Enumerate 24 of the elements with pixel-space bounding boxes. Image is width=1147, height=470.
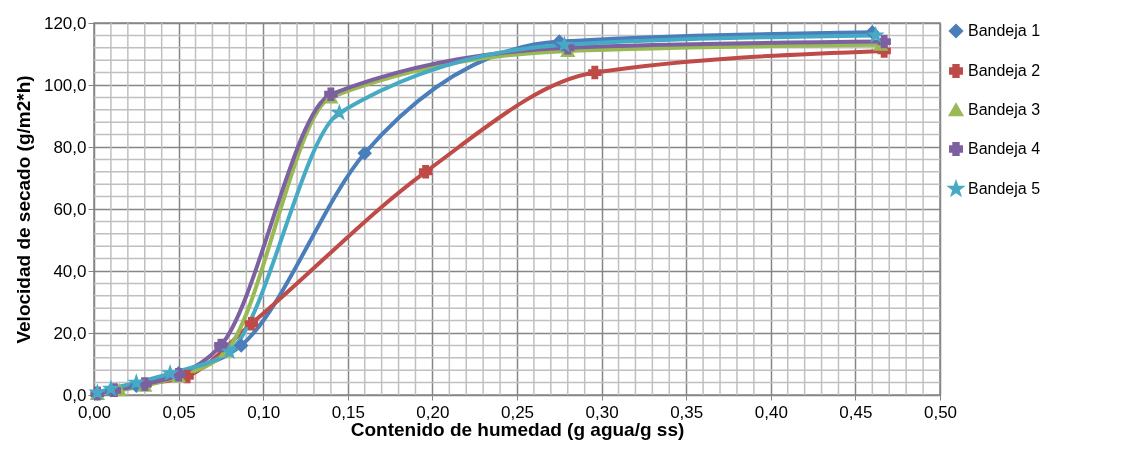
x-tick-label: 0,35 xyxy=(670,402,704,422)
y-axis-title: Velocidad de secado (g/m2*h) xyxy=(12,75,34,344)
x-tick-label: 0,00 xyxy=(77,402,112,422)
x-tick-label: 0,50 xyxy=(923,402,958,422)
y-tick-label: 20,0 xyxy=(53,323,87,343)
x-tick-label: 0,15 xyxy=(331,402,365,422)
x-tick-label: 0,10 xyxy=(247,402,281,422)
x-tick-label: 0,45 xyxy=(839,402,873,422)
legend-label: Bandeja 4 xyxy=(968,140,1041,157)
legend-label: Bandeja 3 xyxy=(968,101,1041,118)
legend-label: Bandeja 5 xyxy=(968,180,1041,197)
y-tick-label: 40,0 xyxy=(53,261,87,281)
y-tick-label: 120,0 xyxy=(43,13,87,33)
y-tick-label: 60,0 xyxy=(53,199,87,219)
y-tick-label: 0,0 xyxy=(62,385,87,405)
y-tick-label: 100,0 xyxy=(43,75,87,95)
y-tick-label: 80,0 xyxy=(53,137,87,157)
legend-label: Bandeja 1 xyxy=(968,22,1041,39)
x-tick-label: 0,40 xyxy=(754,402,788,422)
legend-label: Bandeja 2 xyxy=(968,62,1041,79)
x-tick-label: 0,25 xyxy=(500,402,535,422)
x-tick-label: 0,20 xyxy=(416,402,450,422)
x-tick-label: 0,05 xyxy=(162,402,196,422)
x-tick-label: 0,30 xyxy=(585,402,619,422)
